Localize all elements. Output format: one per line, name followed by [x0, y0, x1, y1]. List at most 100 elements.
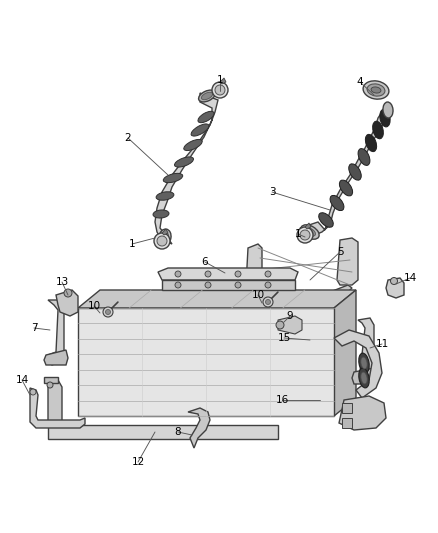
Text: 10: 10 [88, 301, 101, 311]
Polygon shape [305, 223, 311, 229]
Polygon shape [48, 380, 62, 425]
Polygon shape [44, 350, 68, 365]
Circle shape [157, 236, 167, 246]
Circle shape [205, 282, 211, 288]
Ellipse shape [361, 357, 367, 369]
Circle shape [30, 389, 36, 395]
Text: 7: 7 [31, 323, 37, 333]
Circle shape [297, 227, 313, 243]
Text: 1: 1 [217, 75, 223, 85]
Polygon shape [158, 268, 298, 280]
Ellipse shape [363, 81, 389, 99]
Polygon shape [44, 377, 58, 383]
Ellipse shape [159, 229, 171, 245]
Polygon shape [334, 330, 382, 398]
Ellipse shape [201, 92, 212, 100]
Text: 9: 9 [287, 311, 293, 321]
Text: 6: 6 [201, 257, 208, 267]
Ellipse shape [349, 164, 361, 180]
Polygon shape [46, 300, 64, 365]
Text: 5: 5 [337, 247, 343, 257]
Ellipse shape [156, 192, 174, 200]
Circle shape [47, 382, 53, 388]
Ellipse shape [198, 90, 215, 102]
Polygon shape [188, 408, 210, 448]
Text: 1: 1 [295, 229, 301, 239]
Polygon shape [78, 308, 334, 416]
Ellipse shape [359, 368, 369, 388]
Polygon shape [339, 396, 386, 430]
Polygon shape [246, 244, 262, 290]
Ellipse shape [359, 353, 369, 373]
Text: 13: 13 [55, 277, 69, 287]
Circle shape [265, 282, 271, 288]
Ellipse shape [361, 372, 367, 384]
Polygon shape [342, 403, 352, 413]
Ellipse shape [198, 111, 214, 123]
Circle shape [154, 233, 170, 249]
Text: 14: 14 [403, 273, 417, 283]
Circle shape [212, 82, 228, 98]
Text: 16: 16 [276, 395, 289, 405]
Text: 10: 10 [251, 290, 265, 300]
Polygon shape [386, 278, 404, 298]
Ellipse shape [380, 109, 390, 127]
Ellipse shape [184, 140, 202, 150]
Polygon shape [354, 318, 374, 382]
Text: 11: 11 [375, 339, 389, 349]
Circle shape [215, 85, 225, 95]
Polygon shape [162, 229, 168, 235]
Polygon shape [30, 388, 85, 428]
Text: 8: 8 [175, 427, 181, 437]
Circle shape [175, 282, 181, 288]
Polygon shape [162, 280, 295, 290]
Text: 14: 14 [15, 375, 28, 385]
Polygon shape [334, 290, 356, 416]
Polygon shape [342, 418, 352, 428]
Circle shape [276, 321, 284, 329]
Text: 15: 15 [277, 333, 291, 343]
Text: 2: 2 [125, 133, 131, 143]
Circle shape [265, 300, 271, 304]
Ellipse shape [373, 121, 383, 139]
Text: 12: 12 [131, 457, 145, 467]
Ellipse shape [191, 124, 209, 136]
Ellipse shape [153, 210, 169, 218]
Ellipse shape [174, 157, 194, 167]
Polygon shape [48, 425, 278, 439]
Ellipse shape [330, 196, 344, 211]
Ellipse shape [367, 84, 385, 96]
Circle shape [205, 271, 211, 277]
Circle shape [265, 271, 271, 277]
Ellipse shape [319, 213, 333, 227]
Polygon shape [278, 316, 302, 334]
Circle shape [235, 271, 241, 277]
Ellipse shape [358, 149, 370, 165]
Circle shape [263, 297, 273, 307]
Polygon shape [352, 368, 376, 384]
Ellipse shape [383, 102, 393, 118]
Ellipse shape [301, 225, 319, 239]
Circle shape [300, 230, 310, 240]
Polygon shape [300, 112, 390, 236]
Polygon shape [220, 78, 226, 84]
Ellipse shape [163, 173, 183, 183]
Polygon shape [248, 285, 352, 306]
Circle shape [106, 310, 110, 314]
Circle shape [235, 282, 241, 288]
Ellipse shape [371, 87, 381, 93]
Polygon shape [78, 290, 356, 308]
Ellipse shape [304, 228, 315, 236]
Circle shape [103, 307, 113, 317]
Polygon shape [337, 238, 358, 285]
Circle shape [64, 289, 72, 297]
Text: 3: 3 [268, 187, 276, 197]
Circle shape [391, 278, 398, 285]
Ellipse shape [339, 180, 353, 196]
Polygon shape [56, 290, 78, 316]
Ellipse shape [365, 134, 377, 151]
Text: 4: 4 [357, 77, 363, 87]
Text: 1: 1 [129, 239, 135, 249]
Ellipse shape [162, 232, 169, 242]
Polygon shape [155, 93, 218, 244]
